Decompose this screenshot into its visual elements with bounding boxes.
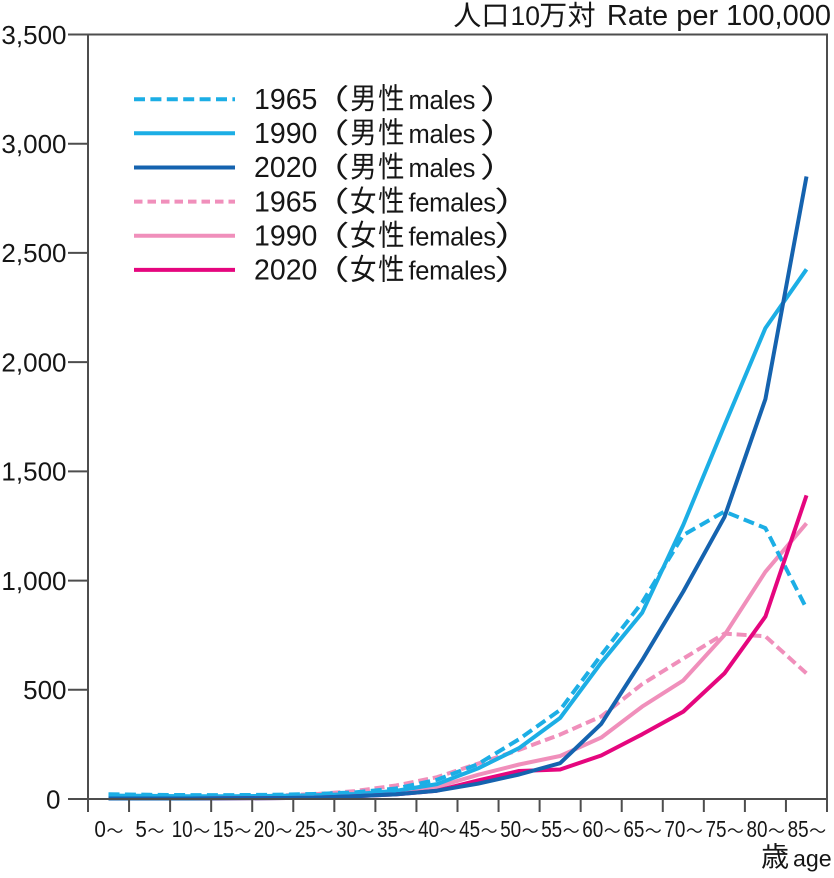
svg-text:10: 10 [511,1,540,31]
svg-text:2,000: 2,000 [1,347,66,377]
svg-text:0: 0 [46,784,60,814]
svg-text:2,500: 2,500 [1,238,66,268]
svg-text:1965: 1965 [254,186,317,218]
svg-text:0: 0 [94,816,106,842]
svg-text:1990: 1990 [254,118,317,150]
svg-text:70: 70 [664,816,685,842]
svg-text:40: 40 [418,816,439,842]
svg-text:1,500: 1,500 [1,457,66,487]
svg-text:males: males [409,121,476,149]
svg-text:60: 60 [582,816,603,842]
svg-text:age: age [793,846,832,872]
svg-text:20: 20 [254,816,275,842]
svg-text:2020: 2020 [254,152,317,184]
svg-text:2020: 2020 [254,255,317,287]
svg-text:15: 15 [213,816,234,842]
svg-text:80: 80 [747,816,768,842]
svg-text:3,500: 3,500 [1,20,66,50]
svg-text:500: 500 [23,675,66,705]
svg-text:30: 30 [336,816,357,842]
svg-text:35: 35 [377,816,398,842]
svg-text:25: 25 [295,816,316,842]
svg-text:55: 55 [541,816,562,842]
svg-text:1965: 1965 [254,84,317,116]
svg-text:Rate per 100,000: Rate per 100,000 [607,0,831,32]
svg-text:females: females [409,258,496,286]
svg-text:50: 50 [500,816,521,842]
svg-text:1990: 1990 [254,221,317,253]
svg-text:65: 65 [623,816,644,842]
svg-text:1,000: 1,000 [1,566,66,596]
svg-text:5: 5 [135,816,147,842]
svg-text:75: 75 [706,816,727,842]
svg-text:females: females [409,224,496,252]
svg-text:females: females [409,189,496,217]
svg-text:3,000: 3,000 [1,129,66,159]
svg-text:45: 45 [459,816,480,842]
svg-text:males: males [409,155,476,183]
svg-text:85: 85 [788,816,809,842]
svg-text:10: 10 [172,816,193,842]
svg-text:males: males [409,87,476,115]
